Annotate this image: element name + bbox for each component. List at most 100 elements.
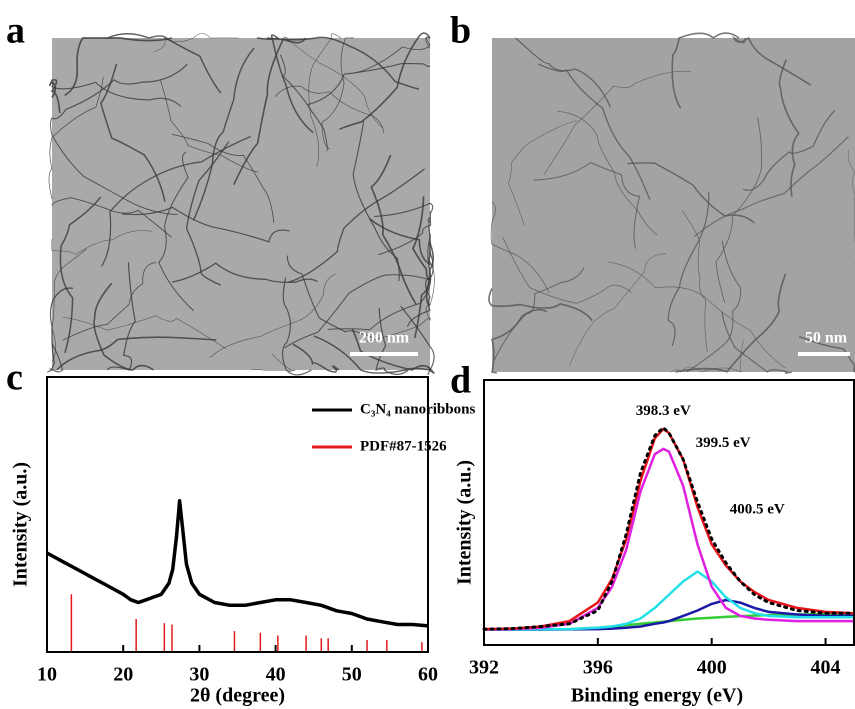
- fiber: [321, 37, 354, 150]
- fiber: [370, 154, 417, 305]
- fiber: [515, 37, 611, 108]
- fiber: [154, 33, 239, 53]
- curve: [483, 427, 855, 631]
- fiber: [543, 70, 692, 176]
- fiber: [375, 308, 409, 375]
- fiber: [715, 117, 762, 303]
- fiber: [286, 255, 374, 339]
- x-tick-label: 30: [189, 664, 209, 686]
- fiber: [675, 273, 787, 373]
- fiber: [274, 85, 384, 133]
- fiber: [100, 135, 251, 267]
- x-tick-label: 40: [266, 664, 286, 686]
- fiber: [266, 36, 420, 90]
- fiber: [159, 79, 259, 173]
- fiber: [51, 197, 172, 238]
- fiber: [411, 196, 432, 307]
- fiber: [51, 248, 87, 363]
- fiber: [48, 78, 61, 114]
- fiber: [352, 121, 400, 282]
- peak-label: 400.5 eV: [730, 501, 785, 517]
- fiber: [171, 262, 318, 283]
- fiber: [339, 32, 431, 131]
- legend-label: PDF#87-1526: [360, 438, 447, 454]
- scale-label: 200 nm: [359, 330, 410, 347]
- fiber: [308, 33, 342, 167]
- fiber: [100, 63, 166, 202]
- x-axis-title: 2θ (degree): [190, 685, 285, 707]
- curve: [484, 570, 854, 631]
- fiber: [313, 335, 432, 374]
- fiber: [283, 36, 383, 128]
- fiber: [287, 168, 425, 284]
- x-tick-label: 400: [697, 657, 727, 679]
- fiber: [62, 315, 226, 349]
- fiber: [369, 218, 432, 266]
- fiber: [51, 81, 182, 107]
- fiber: [490, 201, 550, 294]
- fiber: [847, 149, 855, 264]
- fiber: [62, 261, 157, 341]
- x-axis-title: Binding energy (eV): [571, 685, 743, 707]
- fiber: [192, 47, 255, 221]
- fiber: [362, 261, 435, 343]
- y-axis-title: Intensity (a.u.): [454, 460, 476, 585]
- fiber: [56, 336, 217, 371]
- fiber: [171, 133, 275, 223]
- x-tick-label: 20: [113, 664, 133, 686]
- fiber: [508, 120, 578, 226]
- peak-label: 398.3 eV: [636, 403, 691, 419]
- fiber: [284, 274, 431, 349]
- fiber: [185, 141, 230, 286]
- fiber: [374, 202, 434, 236]
- curve: [46, 499, 429, 628]
- peak-label: 399.5 eV: [696, 435, 751, 451]
- fiber: [121, 206, 290, 243]
- fiber: [233, 37, 306, 186]
- panel-label: a: [6, 10, 25, 52]
- x-tick-label: 396: [583, 657, 613, 679]
- fiber: [49, 287, 74, 371]
- plot-frame: [483, 379, 855, 646]
- fiber: [538, 63, 651, 200]
- scale-label: 50 nm: [805, 330, 848, 347]
- fiber: [209, 273, 337, 359]
- fiber: [568, 253, 667, 367]
- x-tick-label: 392: [469, 657, 499, 679]
- tem-image-b: [492, 38, 855, 372]
- x-tick-label: 60: [418, 664, 438, 686]
- fiber: [502, 237, 633, 304]
- fiber: [47, 343, 64, 373]
- fiber: [488, 288, 593, 322]
- fiber: [279, 54, 328, 152]
- fibers: [488, 32, 855, 374]
- fiber: [59, 196, 102, 354]
- fiber: [732, 35, 812, 86]
- fiber: [669, 339, 744, 373]
- fiber: [608, 261, 786, 369]
- fiber: [106, 262, 136, 371]
- fiber: [48, 76, 104, 200]
- fiber: [671, 32, 740, 109]
- fiber: [686, 240, 742, 373]
- fiber: [491, 308, 548, 374]
- panel-label: c: [6, 357, 23, 399]
- fiber: [251, 353, 296, 373]
- y-axis-title: Intensity (a.u.): [10, 462, 32, 587]
- fiber: [742, 110, 836, 191]
- fiber: [627, 162, 755, 224]
- fiber: [64, 37, 173, 97]
- fiber: [107, 33, 222, 94]
- fiber: [667, 191, 710, 347]
- panel-label: b: [450, 10, 471, 52]
- fiber: [50, 117, 178, 215]
- curve: [483, 447, 854, 631]
- data-points: [482, 426, 855, 631]
- fiber: [533, 161, 641, 249]
- fiber: [778, 59, 800, 197]
- legend-label: C₃N₄ nanoribbons: [360, 401, 475, 417]
- fiber: [694, 136, 849, 237]
- fiber: [681, 210, 708, 352]
